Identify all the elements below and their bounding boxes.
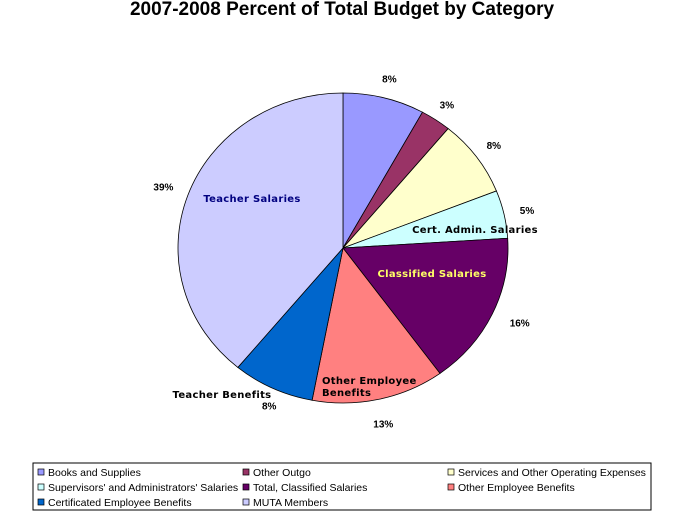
legend-item: Total, Classified Salaries (242, 482, 367, 494)
legend-item: Other Employee Benefits (447, 482, 575, 494)
percent-label: 16% (510, 319, 530, 330)
legend-swatch (242, 468, 250, 476)
legend: Books and Supplies Other Outgo Services an… (32, 462, 652, 511)
legend-item: Books and Supplies (37, 467, 141, 479)
slice-label: Other Employee Benefits (322, 376, 417, 399)
pie-slice-8 (177, 92, 344, 368)
slice-label: Cert. Admin. Salaries (412, 225, 538, 236)
pie-slice-5 (342, 237, 509, 374)
legend-swatch (447, 483, 455, 491)
legend-item: Other Outgo (242, 467, 311, 479)
legend-label: Certificated Employee Benefits (48, 497, 192, 509)
pie-slice-6 (311, 247, 441, 404)
legend-label: Books and Supplies (48, 467, 141, 479)
percent-label: 8% (262, 401, 277, 412)
percent-labels: 8% 3% 8% 5% 16% 13% 8% 39% (153, 74, 534, 430)
legend-swatch (37, 498, 45, 506)
legend-item: Certificated Employee Benefits (37, 497, 192, 509)
slice-label: Teacher Salaries (203, 194, 300, 205)
percent-label: 3% (440, 100, 455, 111)
legend-label: MUTA Members (253, 497, 328, 509)
legend-label: Other Outgo (253, 467, 311, 479)
legend-item: Supervisors' and Administrators' Salarie… (37, 482, 238, 494)
legend-label: Supervisors' and Administrators' Salarie… (48, 482, 238, 494)
legend-item: MUTA Members (242, 497, 328, 509)
legend-item: Services and Other Operating Expenses (447, 467, 646, 479)
percent-label: 13% (373, 419, 393, 430)
pie-slices (177, 92, 509, 404)
legend-label: Total, Classified Salaries (253, 482, 367, 494)
legend-frame (32, 462, 652, 511)
slice-label: Classified Salaries (378, 269, 487, 280)
chart-title: 2007-2008 Percent of Total Budget by Cat… (130, 0, 555, 20)
percent-label: 8% (382, 74, 397, 85)
legend-label: Services and Other Operating Expenses (458, 467, 646, 479)
slice-inner-labels: Cert. Admin. Salaries Classified Salaries… (173, 194, 538, 401)
legend-swatch (37, 468, 45, 476)
legend-label: Other Employee Benefits (458, 482, 575, 494)
percent-label: 39% (153, 183, 173, 194)
legend-swatch (37, 483, 45, 491)
legend-swatch (447, 468, 455, 476)
legend-swatch (242, 483, 250, 491)
percent-label: 8% (487, 141, 502, 152)
slice-label: Teacher Benefits (173, 390, 272, 401)
percent-label: 5% (520, 206, 535, 217)
legend-swatch (242, 498, 250, 506)
